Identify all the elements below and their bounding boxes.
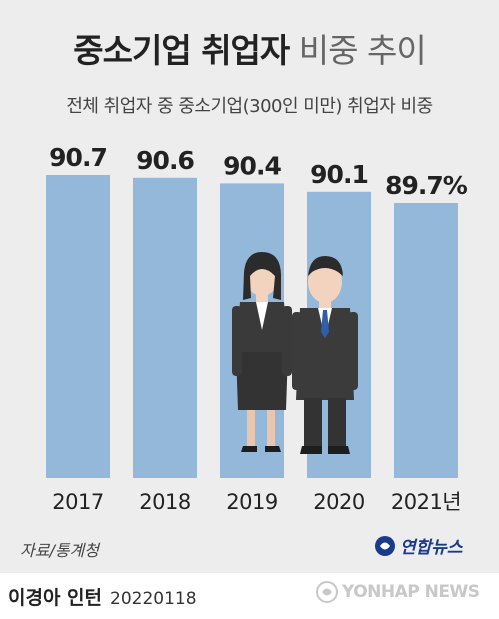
brand-logo-group: 연합뉴스	[374, 533, 463, 558]
chart-title: 중소기업 취업자 비중 추이	[0, 24, 499, 72]
x-tick-2021년: 2021년	[391, 490, 461, 514]
data-label-2020: 90.1	[310, 160, 368, 189]
chart-title-bold: 중소기업 취업자	[73, 31, 290, 70]
source-note: 자료/통계청	[20, 541, 99, 560]
author-name: 이경아 인턴	[8, 587, 103, 609]
publish-date: 20220118	[110, 589, 197, 609]
office-workers-illustration	[232, 252, 358, 454]
watermark: YONHAP NEWS	[316, 581, 480, 603]
infographic-card: 중소기업 취업자 비중 추이 전체 취업자 중 중소기업(300인 미만) 취업…	[0, 0, 499, 573]
man-figure	[292, 256, 358, 454]
brand-name: 연합뉴스	[400, 538, 463, 558]
watermark-logo-icon	[316, 581, 338, 603]
bar-2018	[133, 177, 197, 479]
x-tick-2020: 2020	[313, 490, 364, 514]
data-label-2021년: 89.7%	[385, 171, 468, 200]
footer: 이경아 인턴 20220118 YONHAP NEWS	[0, 573, 499, 619]
chart-subtitle: 전체 취업자 중 중소기업(300인 미만) 취업자 비중	[66, 96, 433, 117]
bar-2017	[46, 175, 110, 478]
data-label-2019: 90.4	[223, 151, 281, 180]
x-tick-2019: 2019	[226, 490, 277, 514]
x-tick-2017: 2017	[52, 490, 103, 514]
chart-title-light: 비중 추이	[298, 31, 427, 70]
bar-chart: 90.7 2017 90.6 2018 90.4 2019 90.1 2020 89.7% 202…	[46, 143, 469, 514]
yonhap-logo-icon	[375, 535, 395, 556]
woman-figure	[232, 252, 292, 452]
x-tick-2018: 2018	[139, 490, 190, 514]
watermark-text: YONHAP NEWS	[342, 582, 480, 602]
data-label-2018: 90.6	[136, 146, 194, 175]
data-label-2017: 90.7	[49, 143, 107, 172]
author-credit: 이경아 인턴 20220118	[8, 583, 197, 610]
bar-2021년	[394, 203, 458, 478]
labels-layer: 90.7 2017 90.6 2018 90.4 2019 90.1 2020 89.7% 202…	[49, 143, 469, 514]
